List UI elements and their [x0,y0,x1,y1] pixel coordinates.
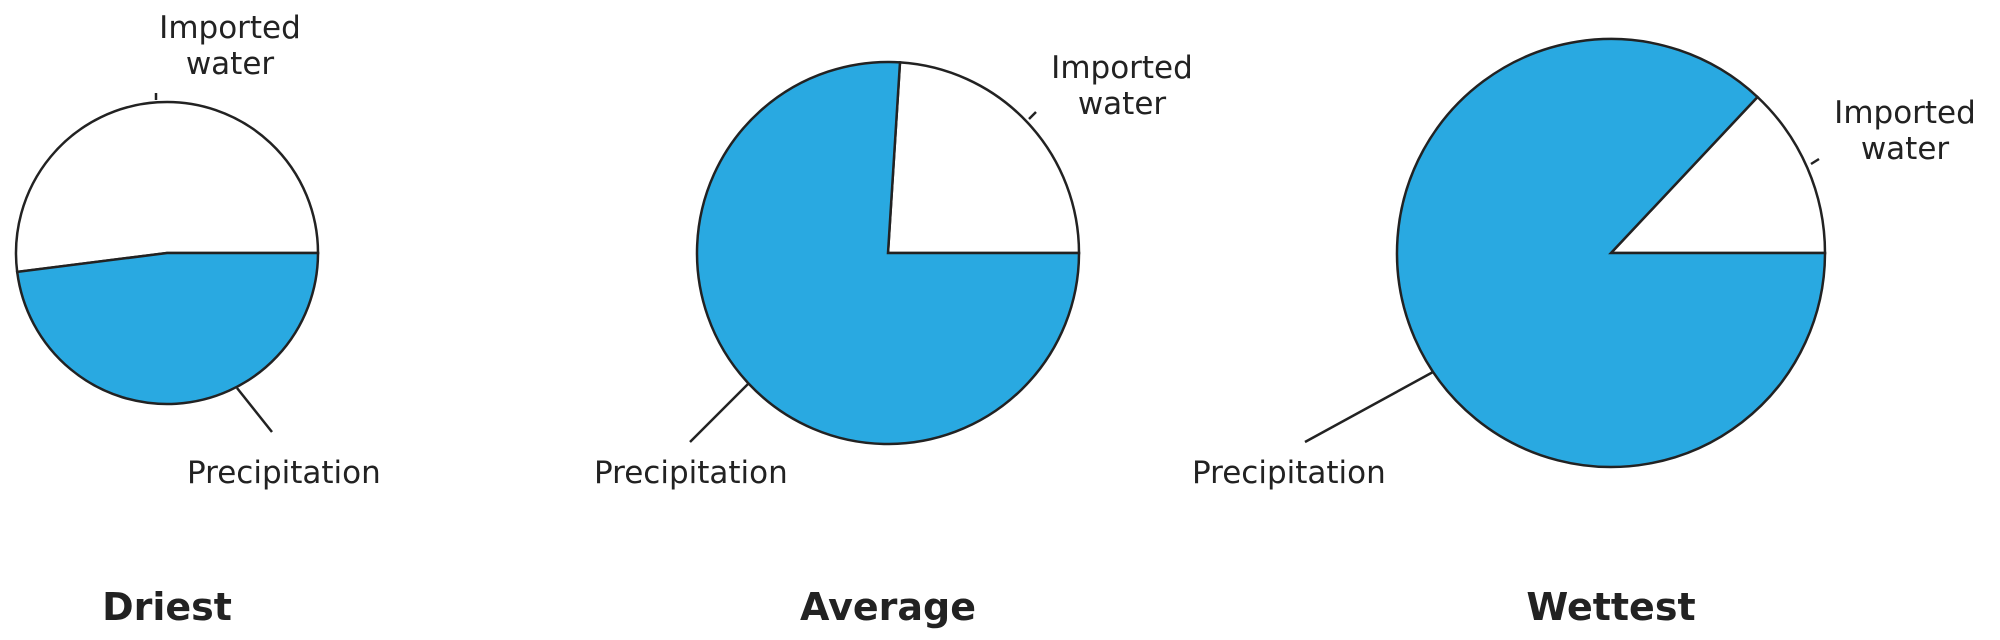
slice-label: Precipitation [1192,455,1386,491]
slice-label: Imported water [1834,95,1976,167]
slice-label: Precipitation [187,455,381,491]
leader-line [1028,111,1037,120]
pie-slice [1608,95,1827,255]
pie-slice [886,61,1081,255]
slice-label: Imported water [1051,50,1193,122]
pie-slice [15,251,320,406]
chart-title: Average [800,585,976,629]
pie-slice [14,100,320,274]
pie-slice [1395,37,1827,469]
leader-line [689,382,750,443]
slice-label: Imported water [159,10,301,82]
slice-label: Precipitation [594,455,788,491]
leader-line [236,387,273,433]
leader-line [1810,157,1820,166]
chart-title: Wettest [1526,585,1696,629]
chart-title: Driest [102,585,232,629]
leader-line [1304,370,1434,444]
